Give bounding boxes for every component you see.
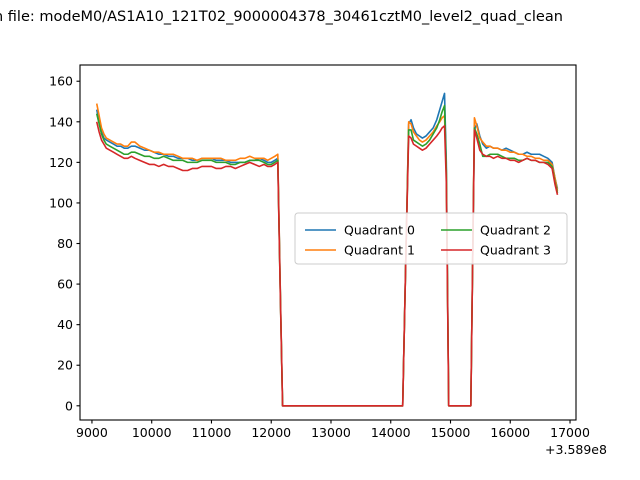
x-tick-label: 12000 xyxy=(251,425,291,440)
x-tick-label: 15000 xyxy=(431,425,471,440)
y-tick-label: 80 xyxy=(57,236,73,251)
y-tick-label: 160 xyxy=(49,74,73,89)
y-tick-label: 40 xyxy=(57,317,73,332)
y-tick-label: 100 xyxy=(49,195,73,210)
x-tick-label: 17000 xyxy=(550,425,590,440)
x-tick-label: 11000 xyxy=(192,425,232,440)
legend: Quadrant 0 Quadrant 1 Quadrant 2 Quadrant 3 xyxy=(294,212,568,265)
legend-label-quadrant-1: Quadrant 1 xyxy=(344,243,415,258)
x-tick-label: 10000 xyxy=(132,425,172,440)
axes-frame xyxy=(79,64,577,421)
legend-background xyxy=(294,212,568,265)
x-axis-offset-label: +3.589e8 xyxy=(545,442,607,457)
data-series-group xyxy=(95,92,559,407)
page-title: n file: modeM0/AS1A10_121T02_9000004378_… xyxy=(0,9,563,25)
x-axis: 9000 10000 11000 12000 13000 14000 15000 16000 1… xyxy=(76,420,607,457)
x-tick-label: 13000 xyxy=(311,425,351,440)
x-tick-label: 14000 xyxy=(371,425,411,440)
y-tick-label: 140 xyxy=(49,114,73,129)
y-axis: 0 20 40 60 80 100 120 140 160 xyxy=(49,74,80,413)
x-tick-label: 9000 xyxy=(76,425,108,440)
x-tick-label: 16000 xyxy=(490,425,530,440)
y-tick-label: 20 xyxy=(57,358,73,373)
legend-label-quadrant-0: Quadrant 0 xyxy=(344,223,415,238)
y-tick-label: 120 xyxy=(49,155,73,170)
y-tick-label: 60 xyxy=(57,277,73,292)
y-tick-label: 0 xyxy=(65,398,73,413)
series-line-quadrant-3 xyxy=(95,121,559,407)
legend-label-quadrant-2: Quadrant 2 xyxy=(480,223,551,238)
legend-label-quadrant-3: Quadrant 3 xyxy=(480,243,551,258)
